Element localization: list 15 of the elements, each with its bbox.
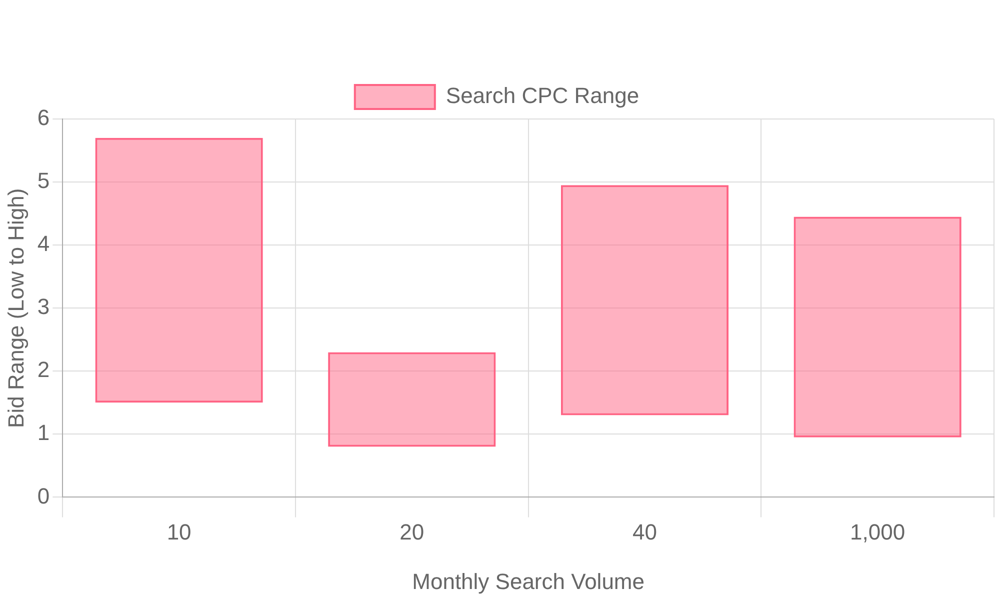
- bar: [328, 352, 496, 447]
- legend-label: Search CPC Range: [446, 83, 640, 108]
- x-tick-label: 10: [166, 519, 192, 544]
- y-tick-label: 3: [37, 294, 50, 320]
- x-tick-label: 1,000: [850, 519, 906, 544]
- y-axis-title: Bid Range (Low to High): [3, 188, 28, 428]
- y-tick-label: 5: [37, 168, 50, 194]
- y-tick-label: 2: [37, 357, 50, 382]
- x-tick-label: 40: [632, 519, 657, 544]
- y-tick-label: 4: [37, 231, 50, 256]
- y-tick-label: 6: [37, 105, 50, 130]
- x-axis-title: Monthly Search Volume: [412, 568, 644, 594]
- x-tick-label: 20: [400, 519, 424, 544]
- y-tick-label: 0: [37, 483, 50, 508]
- y-tick-label: 1: [37, 420, 50, 446]
